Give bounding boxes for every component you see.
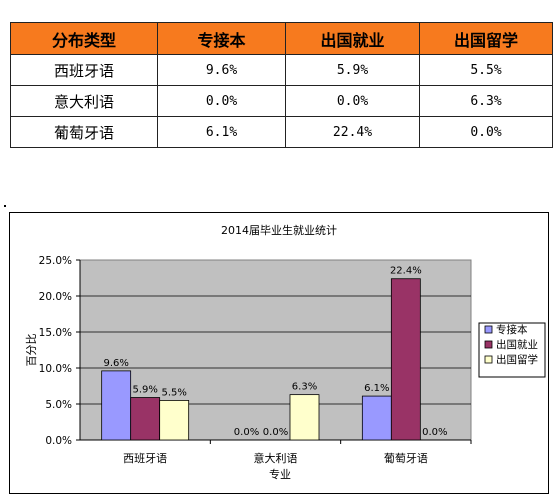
bar [289, 394, 320, 441]
bar [361, 395, 392, 441]
table-cell: 5.9% [285, 54, 420, 86]
table-cell: 5.5% [419, 54, 553, 86]
corner-mark [4, 205, 6, 207]
x-tick-label: 西班牙语 [123, 452, 167, 465]
table-cell: 0.0% [285, 85, 420, 117]
table-row: 葡萄牙语 6.1% 22.4% 0.0% [10, 116, 553, 148]
legend-swatch [484, 355, 493, 364]
legend-label: 出国就业 [496, 338, 538, 351]
table-cell: 6.3% [419, 85, 553, 117]
table-header-cell: 专接本 [157, 22, 286, 55]
data-label: 22.4% [390, 266, 422, 277]
chart-title: 2014届毕业生就业统计 [221, 223, 337, 237]
y-tick-label: 0.0% [45, 435, 72, 447]
table-cell: 22.4% [285, 116, 420, 148]
bar [159, 399, 190, 441]
y-tick-label: 20.0% [39, 291, 72, 303]
row-label: 葡萄牙语 [10, 116, 158, 148]
table-row: 意大利语 0.0% 0.0% 6.3% [10, 85, 553, 117]
y-tick-label: 10.0% [39, 363, 72, 375]
bar [130, 397, 161, 441]
legend-swatch [484, 325, 493, 334]
y-tick-label: 5.0% [45, 399, 72, 411]
table-cell: 6.1% [157, 116, 286, 148]
table-header-cell: 出国就业 [285, 22, 420, 55]
x-tick-label: 意大利语 [254, 451, 298, 465]
x-tick-label: 葡萄牙语 [384, 452, 428, 465]
table-row: 西班牙语 9.6% 5.9% 5.5% [10, 54, 553, 86]
table-cell: 0.0% [419, 116, 553, 148]
table-cell: 9.6% [157, 54, 286, 86]
legend-label: 专接本 [496, 323, 528, 336]
chart-frame: 2014届毕业生就业统计 0.0% 5.0% 10.0% 15.0% 20.0% 25.0%… [9, 212, 549, 494]
row-label: 意大利语 [10, 85, 158, 117]
data-label: 6.3% [292, 382, 317, 393]
bar [101, 370, 132, 441]
x-axis-label: 专业 [269, 467, 291, 481]
data-label: 0.0% [234, 427, 259, 438]
table-header-row: 分布类型 专接本 出国就业 出国留学 [10, 22, 553, 55]
row-label: 西班牙语 [10, 54, 158, 86]
bar [390, 278, 421, 441]
data-label: 6.1% [364, 383, 389, 394]
bar-chart: 2014届毕业生就业统计 0.0% 5.0% 10.0% 15.0% 20.0% 25.0%… [25, 223, 546, 481]
legend-swatch [484, 340, 493, 349]
data-label: 9.6% [103, 358, 128, 369]
data-label: 0.0% [422, 427, 447, 438]
legend-label: 出国留学 [496, 353, 538, 366]
table-header-cell: 出国留学 [419, 22, 553, 55]
distribution-table: 分布类型 专接本 出国就业 出国留学 西班牙语 9.6% 5.9% 5.5% 意… [10, 22, 553, 148]
table-cell: 0.0% [157, 85, 286, 117]
table-header-cell: 分布类型 [10, 22, 158, 55]
data-label: 5.9% [132, 385, 157, 396]
data-label: 5.5% [161, 387, 186, 398]
y-tick-label: 25.0% [39, 255, 72, 267]
y-tick-label: 15.0% [39, 327, 72, 339]
y-axis-label: 百分比 [25, 334, 38, 367]
data-label: 0.0% [263, 427, 288, 438]
